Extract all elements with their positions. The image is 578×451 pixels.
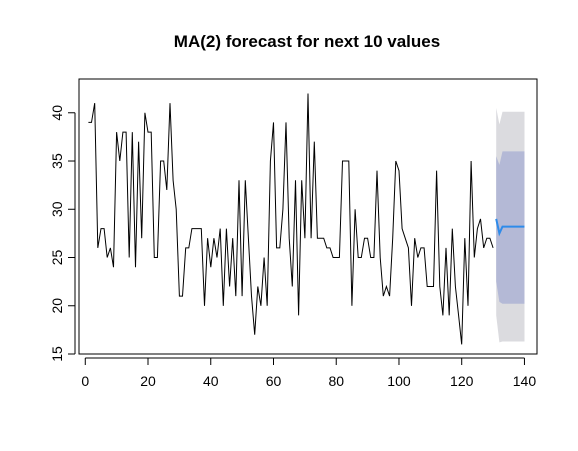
y-tick-label: 35 (49, 153, 65, 169)
x-tick-label: 60 (266, 373, 282, 389)
y-tick-label: 25 (49, 250, 65, 266)
y-axis: 15 20 25 30 35 40 (49, 105, 76, 362)
y-tick-label: 30 (49, 201, 65, 217)
x-tick-label: 20 (140, 373, 156, 389)
x-tick-label: 140 (513, 373, 537, 389)
prediction-intervals (496, 107, 525, 343)
series-lines (88, 93, 525, 345)
x-tick-label: 0 (81, 373, 89, 389)
history-line (88, 93, 494, 345)
y-tick-label: 15 (49, 346, 65, 362)
x-axis: 0 20 40 60 80 100 120 140 (81, 357, 537, 389)
x-tick-label: 80 (328, 373, 344, 389)
chart-title: MA(2) forecast for next 10 values (174, 32, 440, 51)
y-tick-label: 40 (49, 105, 65, 121)
x-tick-label: 120 (450, 373, 474, 389)
x-tick-label: 100 (387, 373, 411, 389)
y-tick-label: 20 (49, 298, 65, 314)
plot-frame (78, 78, 538, 355)
x-tick-label: 40 (203, 373, 219, 389)
forecast-line (495, 218, 525, 237)
